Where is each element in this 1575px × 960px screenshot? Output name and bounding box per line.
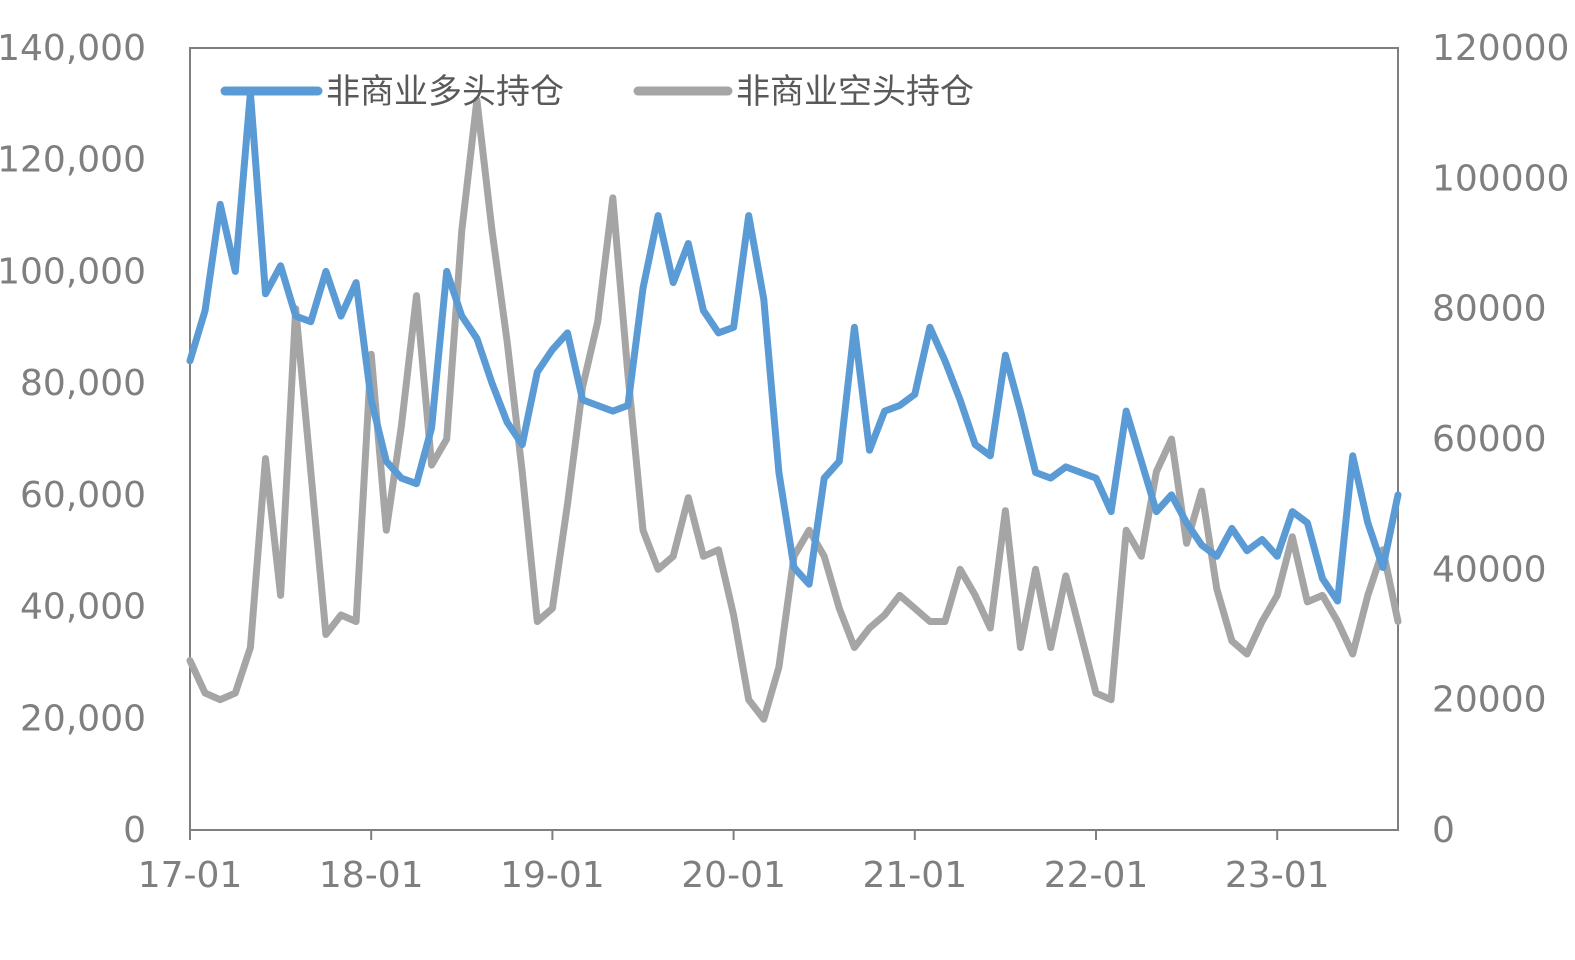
legend-label-short: 非商业空头持仓 [736, 72, 974, 112]
legend: 非商业多头持仓 非商业空头持仓 [220, 72, 974, 112]
left-tick-label: 140,000 [0, 28, 146, 69]
x-tick-label: 19-01 [500, 855, 605, 896]
x-tick-label: 21-01 [862, 855, 967, 896]
plot-area-frame [189, 47, 1399, 831]
x-axis-ticks: 17-01 18-01 19-01 20-01 21-01 22-01 23-01 [138, 830, 1330, 896]
right-tick-label: 120000 [1432, 28, 1569, 69]
x-tick-label: 20-01 [681, 855, 786, 896]
left-axis-ticks: 0 20,000 40,000 60,000 80,000 100,000 120,000 1… [0, 28, 146, 851]
right-tick-label: 20000 [1432, 680, 1547, 721]
x-tick-label: 17-01 [138, 855, 243, 896]
x-tick-label: 18-01 [319, 855, 424, 896]
left-tick-label: 120,000 [0, 140, 146, 181]
right-tick-label: 100000 [1432, 158, 1569, 199]
x-tick-label: 23-01 [1225, 855, 1330, 896]
left-tick-label: 80,000 [20, 363, 146, 404]
right-tick-label: 80000 [1432, 289, 1547, 330]
left-tick-label: 20,000 [20, 698, 146, 739]
left-tick-label: 60,000 [20, 475, 146, 516]
legend-label-long: 非商业多头持仓 [326, 72, 564, 112]
left-tick-label: 100,000 [0, 251, 146, 292]
right-tick-label: 0 [1432, 810, 1455, 851]
right-tick-label: 60000 [1432, 419, 1547, 460]
left-tick-label: 0 [123, 810, 146, 851]
x-tick-label: 22-01 [1044, 855, 1149, 896]
right-tick-label: 40000 [1432, 549, 1547, 590]
series-line-long [186, 89, 1402, 605]
left-tick-label: 40,000 [20, 587, 146, 628]
right-axis-ticks: 0 20000 40000 60000 80000 100000 120000 [1432, 28, 1569, 851]
series-layer [186, 89, 1402, 723]
